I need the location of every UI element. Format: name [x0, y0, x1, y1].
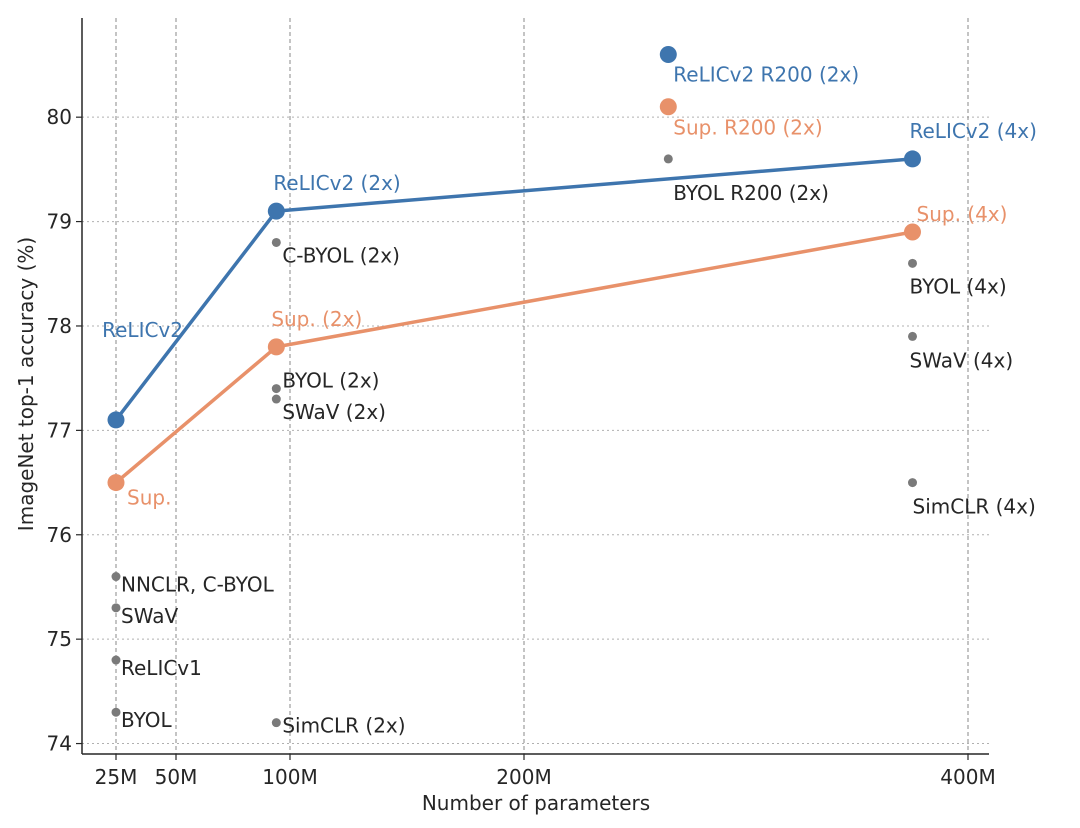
data-label: NNCLR, C-BYOL [121, 573, 275, 597]
y-tick-label: 76 [47, 523, 72, 547]
data-label: BYOL R200 (2x) [673, 181, 829, 205]
data-label: C-BYOL (2x) [282, 243, 400, 267]
relic-data-point [267, 202, 285, 220]
sup-data-point [904, 223, 921, 241]
other-data-point [908, 478, 917, 488]
data-label: BYOL (2x) [282, 369, 379, 393]
other-data-point [663, 154, 673, 164]
x-tick-label: 400M [940, 765, 995, 789]
y-tick-label: 80 [47, 105, 72, 129]
data-label: BYOL [121, 708, 172, 732]
y-tick-label: 75 [47, 627, 72, 651]
x-tick-label: 100M [262, 765, 317, 789]
data-label: Sup. (2x) [271, 307, 362, 331]
x-tick-label: 50M [155, 765, 198, 789]
y-tick-label: 74 [47, 732, 72, 756]
data-label: Sup. [127, 486, 171, 510]
axes-layer [76, 18, 989, 760]
data-label: BYOL (4x) [910, 274, 1007, 298]
data-points [107, 46, 921, 728]
sup-data-point [107, 474, 125, 492]
other-data-point [271, 384, 281, 394]
data-label: SWaV (4x) [910, 348, 1014, 372]
series-lines [114, 157, 915, 485]
other-data-point [271, 237, 281, 247]
sup-data-point [659, 98, 677, 116]
other-data-point [271, 718, 281, 728]
x-tick-label: 200M [496, 765, 551, 789]
data-label: Sup. R200 (2x) [673, 116, 822, 140]
point-labels: ReLICv2 ReLICv2 (2x) ReLICv2 (4x) ReLICv2 R… [102, 63, 1037, 738]
sup-data-point [267, 338, 285, 356]
relic-data-point [659, 46, 677, 64]
data-label: ReLICv2 (2x) [273, 171, 400, 195]
y-tick-label: 77 [47, 418, 72, 442]
other-data-point [111, 572, 121, 582]
data-label: SWaV (2x) [282, 400, 386, 424]
data-label: ReLICv2 [102, 318, 183, 342]
y-tick-label: 78 [47, 314, 72, 338]
x-tick-label: 25M [95, 765, 138, 789]
sup-series-line [114, 230, 915, 485]
y-axis-title: ImageNet top-1 accuracy (%) [14, 237, 38, 531]
other-data-point [908, 258, 917, 268]
tick-labels: 74 75 76 77 78 79 80 25M 50M 100M 200M 400M [47, 105, 996, 789]
data-label: SWaV [121, 604, 178, 628]
data-label: ReLICv2 R200 (2x) [673, 63, 859, 87]
other-data-point [908, 331, 917, 341]
grid-layer [82, 18, 989, 754]
data-label: SimCLR (4x) [913, 495, 1036, 519]
y-tick-label: 79 [47, 210, 72, 234]
data-label: SimCLR (2x) [282, 714, 405, 738]
other-data-point [111, 603, 121, 613]
data-label: Sup. (4x) [917, 202, 1008, 226]
other-data-point [271, 394, 281, 404]
relic-data-point [107, 411, 125, 429]
other-data-point [111, 707, 121, 717]
data-label: ReLICv2 (4x) [910, 119, 1037, 143]
relic-data-point [904, 150, 921, 168]
data-label: ReLICv1 [121, 656, 202, 680]
other-data-point [111, 655, 121, 665]
x-axis-title: Number of parameters [422, 791, 650, 815]
